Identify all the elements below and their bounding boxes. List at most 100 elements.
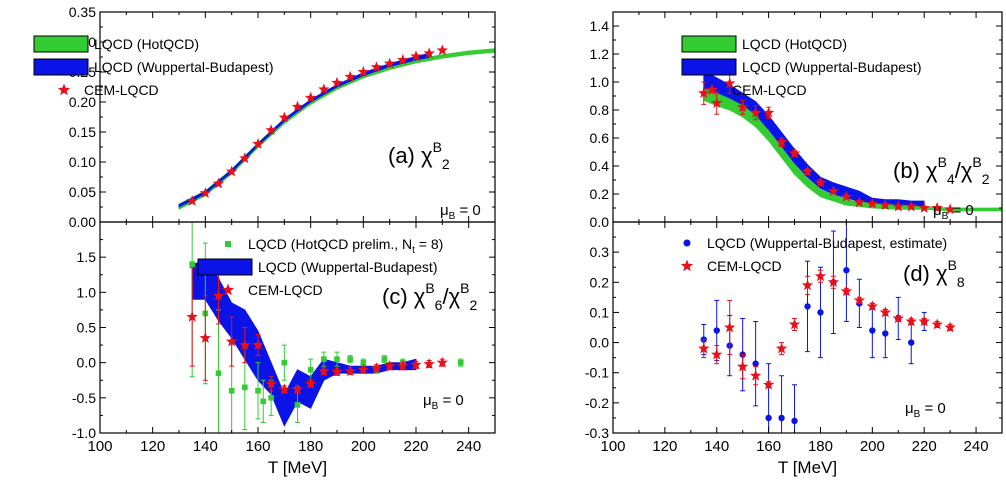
mu-annotation: μB = 0 (933, 202, 974, 222)
data-point-star (827, 185, 840, 197)
plot-area (698, 222, 956, 433)
panel-label: (c) χB6/χB2 (382, 280, 477, 313)
data-point-star (905, 315, 917, 327)
mu-annotation-symbol: μ (933, 202, 942, 219)
legend-label-main: CEM-LQCD (732, 82, 807, 98)
mu-annotation-tail: = 0 (920, 400, 945, 417)
y-tick-label: 0.2 (590, 274, 610, 290)
data-point-star (931, 318, 943, 330)
data-point-star (410, 358, 422, 370)
mu-annotation-symbol: μ (423, 392, 432, 409)
data-point-square (260, 398, 267, 405)
data-point-dot (817, 309, 824, 316)
plot-area (698, 70, 1002, 215)
data-point-dot (791, 417, 798, 425)
y-tick-label: 0.1 (590, 304, 610, 320)
x-tick-label: 160 (756, 438, 781, 455)
panel-label: (b) χB4/χB2 (893, 154, 990, 187)
data-point-star (304, 377, 317, 389)
data-point-star (199, 187, 212, 199)
data-point-star (291, 100, 304, 112)
legend-label: CEM-LQCD (732, 82, 807, 98)
x-tick-label: 100 (600, 438, 625, 455)
panel-d: 100 120 140 160 180 200 220 240 -0.3 -0.2 -0.1 0.0 0… (585, 221, 1003, 477)
data-point-star (866, 300, 879, 312)
legend-swatch-star (221, 283, 235, 296)
data-point-square (281, 359, 288, 366)
panel-label-sup: B (425, 280, 434, 296)
legend-label: LQCD (Wuppertal-Budapest) (258, 259, 437, 275)
legend-swatch-band (33, 58, 89, 76)
panel-label-sup2: B (972, 154, 981, 170)
data-point-star (827, 276, 840, 288)
legend-label: LQCD (Wuppertal-Budapest) (742, 59, 921, 75)
data-point-square (228, 388, 235, 394)
legend-label: LQCD (Wuppertal-Budapest, estimate) (707, 235, 947, 251)
panel-label-sub: 2 (442, 156, 450, 172)
data-point-star (814, 176, 827, 188)
data-point-square (334, 356, 340, 362)
legend-label-main: LQCD (HotQCD) (94, 36, 199, 52)
y-tick-label: -0.1 (585, 365, 609, 381)
data-point-star (801, 279, 814, 291)
y-tick-label: 1.0 (77, 284, 97, 300)
mu-annotation-sub: B (942, 211, 949, 222)
mu-annotation: μB = 0 (423, 392, 464, 412)
data-point-star (383, 360, 396, 372)
data-point-star (252, 138, 264, 149)
data-point-star (853, 196, 866, 208)
data-point-star (840, 285, 853, 297)
data-point-star (736, 360, 749, 372)
data-point-star (423, 358, 435, 369)
x-tick-label: 180 (808, 438, 833, 455)
legend-swatch-star (57, 83, 71, 96)
data-point-star (866, 197, 879, 209)
data-point-star (711, 97, 723, 108)
data-point-dot (869, 327, 876, 334)
band-1 (703, 88, 1002, 212)
x-tick-label: 120 (140, 438, 165, 455)
mu-annotation-sub: B (914, 409, 921, 420)
y-tick-label: 0.5 (77, 320, 97, 336)
data-point-star (370, 61, 383, 73)
legend-label-main: CEM-LQCD (707, 258, 782, 274)
data-point-square (347, 356, 353, 362)
y-tick-label: -0.2 (585, 395, 609, 411)
data-point-star (291, 383, 304, 395)
mu-annotation-sub: B (449, 211, 456, 222)
y-tick-label: 1.2 (590, 46, 610, 62)
data-point-dot (908, 339, 915, 346)
y-tick-label: 0.20 (69, 94, 96, 110)
mu-annotation: μB = 0 (440, 202, 481, 222)
panel-label-sub2: 2 (469, 297, 477, 313)
data-point-star (788, 318, 801, 330)
x-tick-label: 180 (298, 438, 323, 455)
data-point-star (331, 365, 343, 377)
y-tick-label: 0.2 (590, 186, 610, 202)
data-point-star (775, 136, 788, 148)
y-tick-label: 0.15 (69, 124, 96, 140)
data-point-dot (882, 330, 889, 337)
y-tick-label: 1.0 (590, 74, 610, 90)
data-point-star (905, 200, 917, 212)
panel-label-sup: B (938, 154, 947, 170)
data-point-star (944, 203, 956, 215)
legend-label-main: CEM-LQCD (248, 282, 323, 298)
data-point-dot (843, 267, 850, 274)
legend-swatch-band (681, 35, 737, 53)
plot-area (186, 222, 464, 433)
plot-area (178, 44, 495, 211)
panel-label-main: (b) χ (893, 158, 938, 183)
y-tick-label: 0.6 (590, 130, 610, 146)
panel-label: (d) χB8 (903, 257, 965, 290)
legend-label: LQCD (HotQCD prelim., Nt = 8) (248, 236, 443, 256)
mu-annotation-symbol: μ (440, 202, 449, 219)
legend-label: CEM-LQCD (707, 258, 782, 274)
x-tick-label: 100 (87, 438, 112, 455)
data-point-star (357, 66, 370, 77)
legend-label: CEM-LQCD (248, 282, 323, 298)
x-tick-label: 220 (403, 438, 428, 455)
legend-label-main: LQCD (Wuppertal-Budapest, estimate) (707, 235, 947, 251)
panel-label-sub: 8 (957, 274, 965, 290)
data-point-star (436, 356, 449, 368)
